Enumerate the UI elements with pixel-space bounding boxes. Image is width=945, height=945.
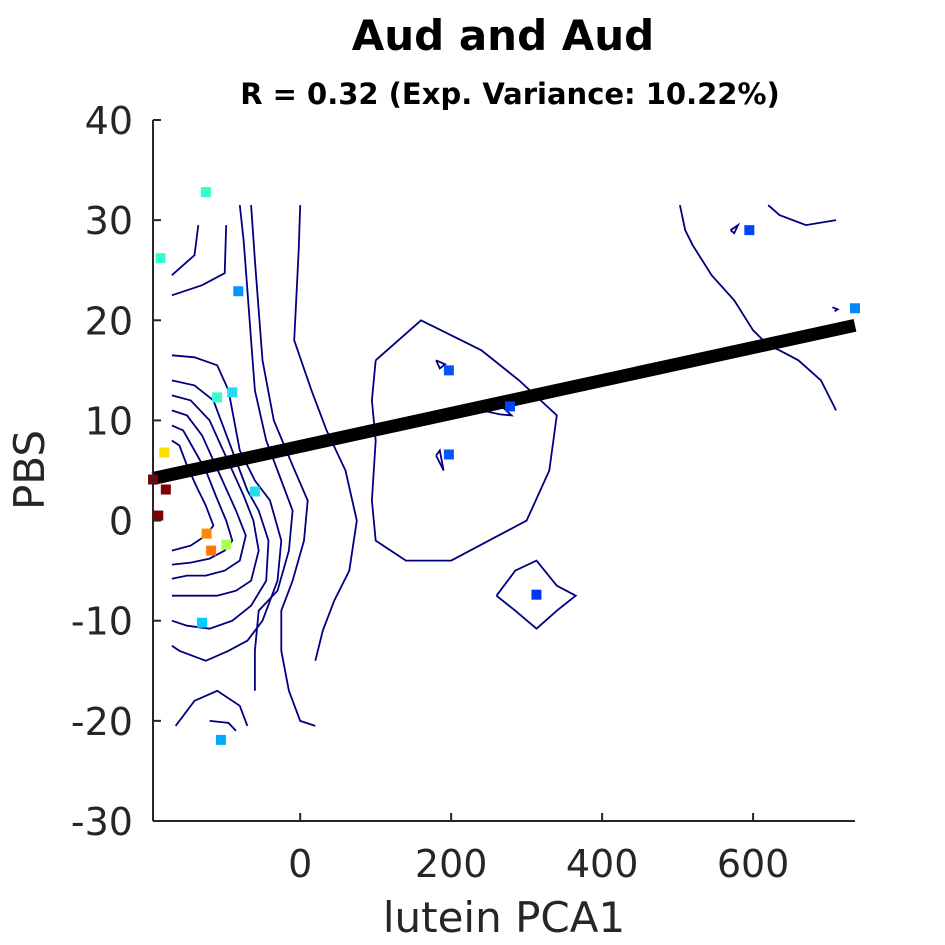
y-tick-label: -10 bbox=[71, 600, 133, 644]
y-tick-label: -30 bbox=[71, 800, 133, 844]
y-axis-label: PBS bbox=[5, 430, 54, 510]
y-tick-label: 40 bbox=[85, 99, 133, 143]
contour-line-5 bbox=[171, 409, 247, 580]
data-point-20 bbox=[850, 303, 860, 314]
contour-line-18 bbox=[679, 204, 837, 411]
data-point-18 bbox=[531, 589, 542, 600]
data-point-8 bbox=[153, 510, 164, 521]
data-point-7 bbox=[160, 484, 171, 495]
contour-line-8 bbox=[238, 205, 294, 691]
data-point-19 bbox=[744, 225, 755, 236]
data-point-4 bbox=[227, 387, 238, 398]
chart-title: Aud and Aud bbox=[352, 11, 655, 60]
data-point-14 bbox=[215, 734, 226, 745]
y-tick-label: 10 bbox=[85, 399, 133, 443]
contour-line-20 bbox=[767, 204, 837, 227]
data-point-0 bbox=[200, 187, 211, 198]
fit-line bbox=[151, 318, 857, 485]
contour-line-0 bbox=[171, 224, 200, 276]
y-tick-label: 0 bbox=[109, 500, 133, 544]
contour-line-19 bbox=[729, 222, 741, 235]
data-point-16 bbox=[443, 449, 454, 460]
data-point-2 bbox=[233, 286, 244, 297]
data-point-17 bbox=[505, 401, 516, 412]
chart-subtitle: R = 0.32 (Exp. Variance: 10.22%) bbox=[240, 77, 780, 111]
data-point-11 bbox=[206, 545, 217, 556]
contour-line-14 bbox=[435, 359, 447, 370]
y-tick-label: -20 bbox=[71, 700, 133, 744]
x-tick-label: 400 bbox=[566, 842, 639, 886]
data-point-10 bbox=[201, 528, 212, 539]
y-tick-label: 30 bbox=[85, 199, 133, 243]
data-point-3 bbox=[212, 392, 223, 403]
data-point-9 bbox=[249, 486, 260, 497]
fit-line-layer bbox=[151, 318, 857, 485]
contour-line-11 bbox=[174, 689, 249, 727]
contour-line-4 bbox=[171, 394, 260, 597]
y-tick-label: 20 bbox=[85, 299, 133, 343]
contour-line-13 bbox=[370, 319, 558, 562]
contour-line-9 bbox=[250, 205, 316, 727]
x-tick-label: 600 bbox=[717, 842, 790, 886]
contour-line-12 bbox=[209, 720, 237, 732]
contour-line-7 bbox=[171, 439, 215, 552]
data-point-13 bbox=[197, 617, 208, 628]
contour-line-10 bbox=[293, 205, 358, 662]
data-point-1 bbox=[155, 253, 166, 264]
contour-line-2 bbox=[171, 354, 283, 662]
contour-line-15 bbox=[435, 448, 445, 471]
data-point-5 bbox=[159, 447, 170, 458]
contour-line-21 bbox=[832, 306, 840, 313]
contour-line-17 bbox=[495, 559, 578, 630]
x-axis-label: lutein PCA1 bbox=[383, 893, 625, 942]
data-point-12 bbox=[221, 539, 232, 550]
contour-layer bbox=[171, 204, 840, 732]
data-point-15 bbox=[443, 365, 454, 376]
x-tick-label: 200 bbox=[415, 842, 488, 886]
x-tick-label: 0 bbox=[288, 842, 312, 886]
contour-line-6 bbox=[171, 424, 234, 566]
contour-line-1 bbox=[171, 225, 228, 297]
contour-line-3 bbox=[171, 379, 270, 630]
